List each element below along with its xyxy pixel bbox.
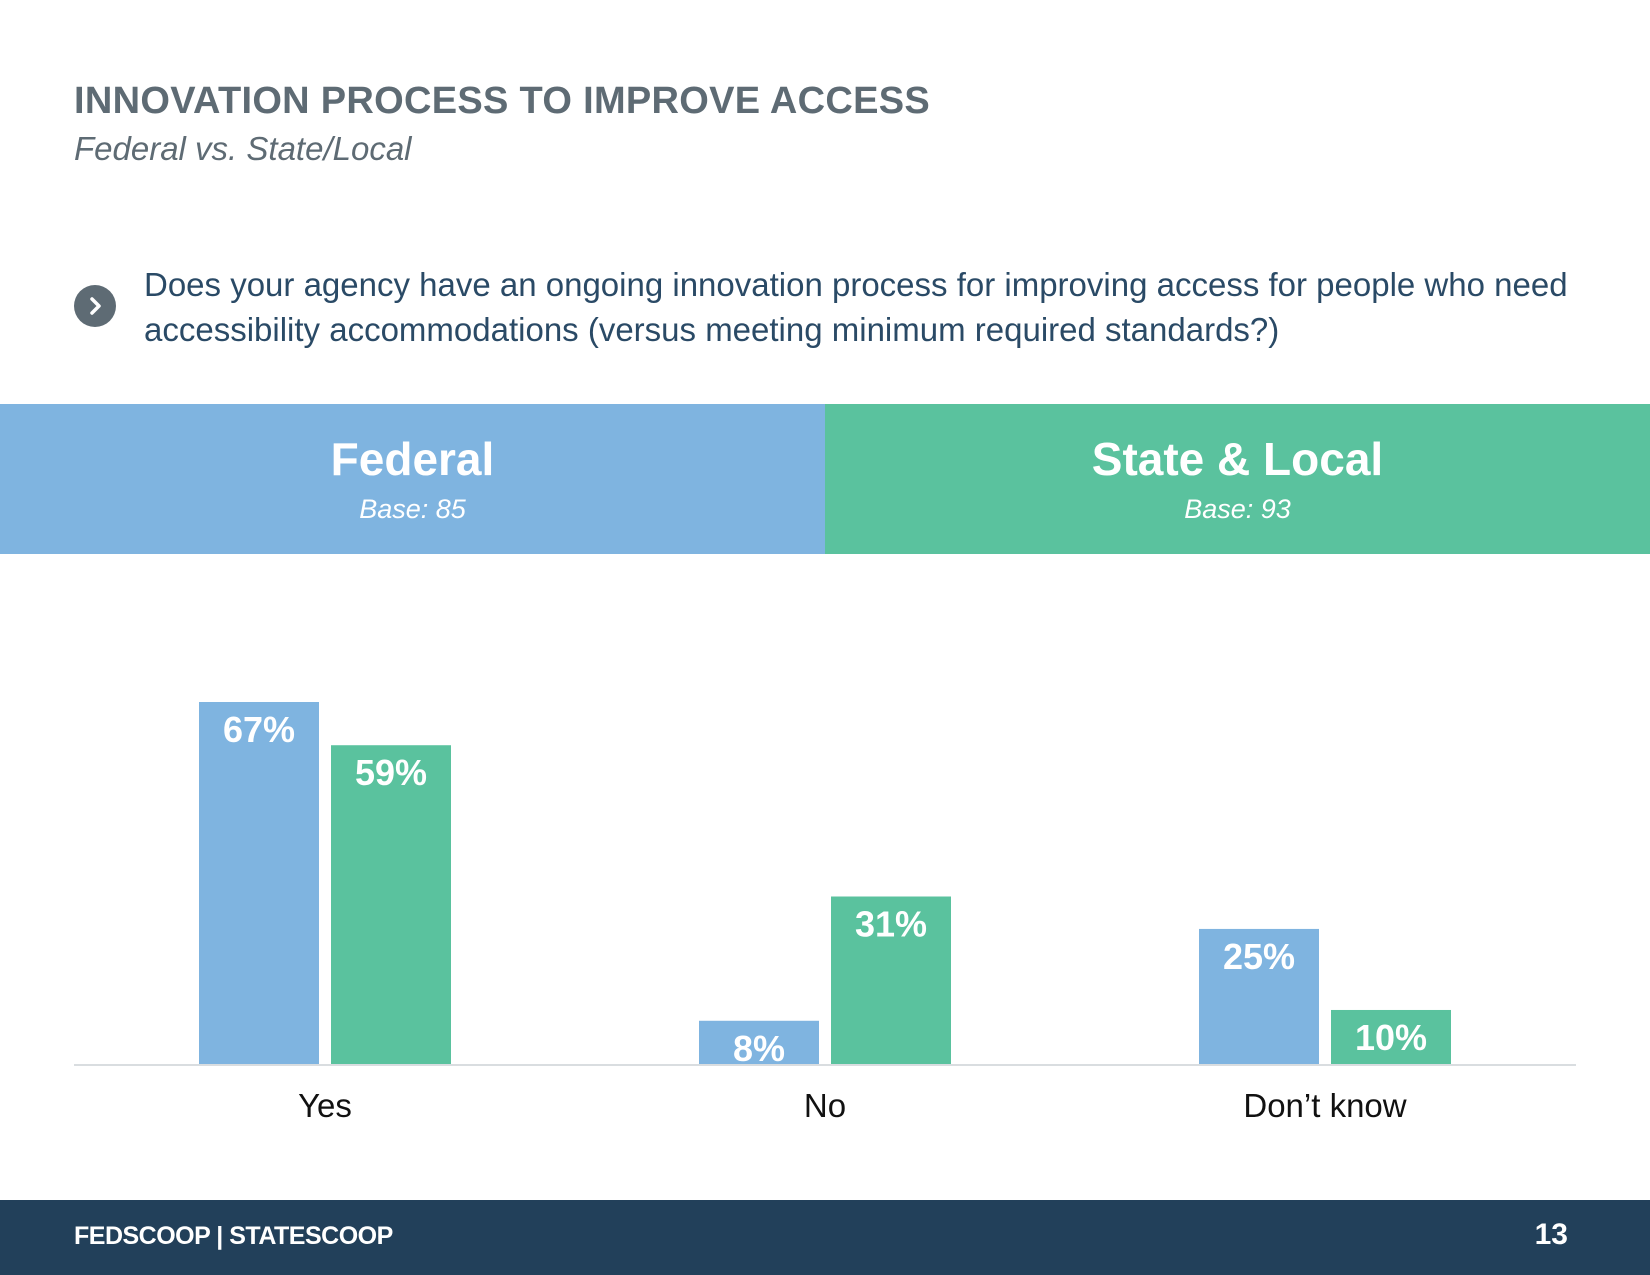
page-title: INNOVATION PROCESS TO IMPROVE ACCESS	[74, 80, 931, 122]
footer-bar: FEDSCOOP | STATESCOOP 13	[0, 1200, 1650, 1275]
survey-question: Does your agency have an ongoing innovat…	[144, 266, 1568, 348]
bar-federal-1	[699, 1020, 819, 1064]
bar-state-local-2	[1331, 1009, 1451, 1064]
state-local-band-base: Base: 93	[1184, 494, 1291, 524]
federal-band-title: Federal	[330, 433, 495, 485]
bar-value-label: 25%	[1223, 936, 1295, 977]
page-subtitle: Federal vs. State/Local	[74, 130, 412, 167]
x-tick-label: Don’t know	[1243, 1087, 1406, 1124]
bar-federal-2	[1199, 928, 1319, 1064]
bar-chart: 67% 59% Yes 8% 31% No 25% 10% Don’t know	[74, 702, 1576, 1124]
bar-value-label: 67%	[223, 709, 295, 750]
bar-value-label: 8%	[733, 1028, 785, 1069]
bar-state-local-0	[331, 745, 451, 1064]
federal-band-base: Base: 85	[359, 494, 466, 524]
brand-logo: FEDSCOOP | STATESCOOP	[74, 1222, 393, 1250]
page-number: 13	[1534, 1218, 1568, 1251]
bar-value-label: 31%	[855, 904, 927, 945]
bar-value-label: 59%	[355, 752, 427, 793]
bar-state-local-1	[831, 896, 951, 1064]
x-tick-label: Yes	[298, 1087, 352, 1124]
federal-header-band: Federal Base: 85	[0, 404, 825, 554]
state-local-band-title: State & Local	[1091, 433, 1384, 485]
x-tick-label: No	[804, 1087, 846, 1124]
chevron-right-icon	[74, 285, 116, 327]
state-local-header-band: State & Local Base: 93	[825, 404, 1650, 554]
bar-federal-0	[199, 702, 319, 1064]
bar-value-label: 10%	[1355, 1017, 1427, 1058]
